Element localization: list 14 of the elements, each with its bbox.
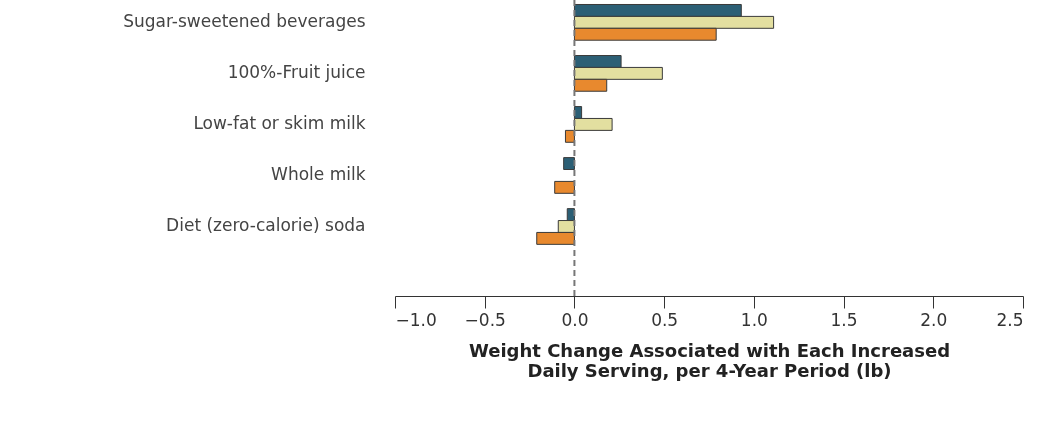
x-axis-title: Weight Change Associated with Each Increased Daily Serving, per 4-Year Period (lb) [468, 339, 951, 381]
x-tick-label: 0.0 [561, 309, 589, 330]
x-tick-label: 0.5 [651, 309, 679, 330]
x-tick-label: −1.0 [395, 309, 437, 330]
x-tick-label: 1.5 [830, 309, 858, 330]
y-tick-label: Diet (zero-calorie) soda [166, 215, 366, 236]
x-tick-label: 2.5 [996, 309, 1024, 330]
x-tick-label: −0.5 [464, 309, 506, 330]
y-tick-label: Low-fat or skim milk [193, 113, 366, 134]
x-tick-label: 1.0 [740, 309, 768, 330]
y-tick-label: Whole milk [271, 164, 366, 185]
y-tick-label: Sugar-sweetened beverages [123, 11, 366, 32]
x-tick-label: 2.0 [920, 309, 948, 330]
y-tick-label: 100%-Fruit juice [227, 62, 366, 83]
